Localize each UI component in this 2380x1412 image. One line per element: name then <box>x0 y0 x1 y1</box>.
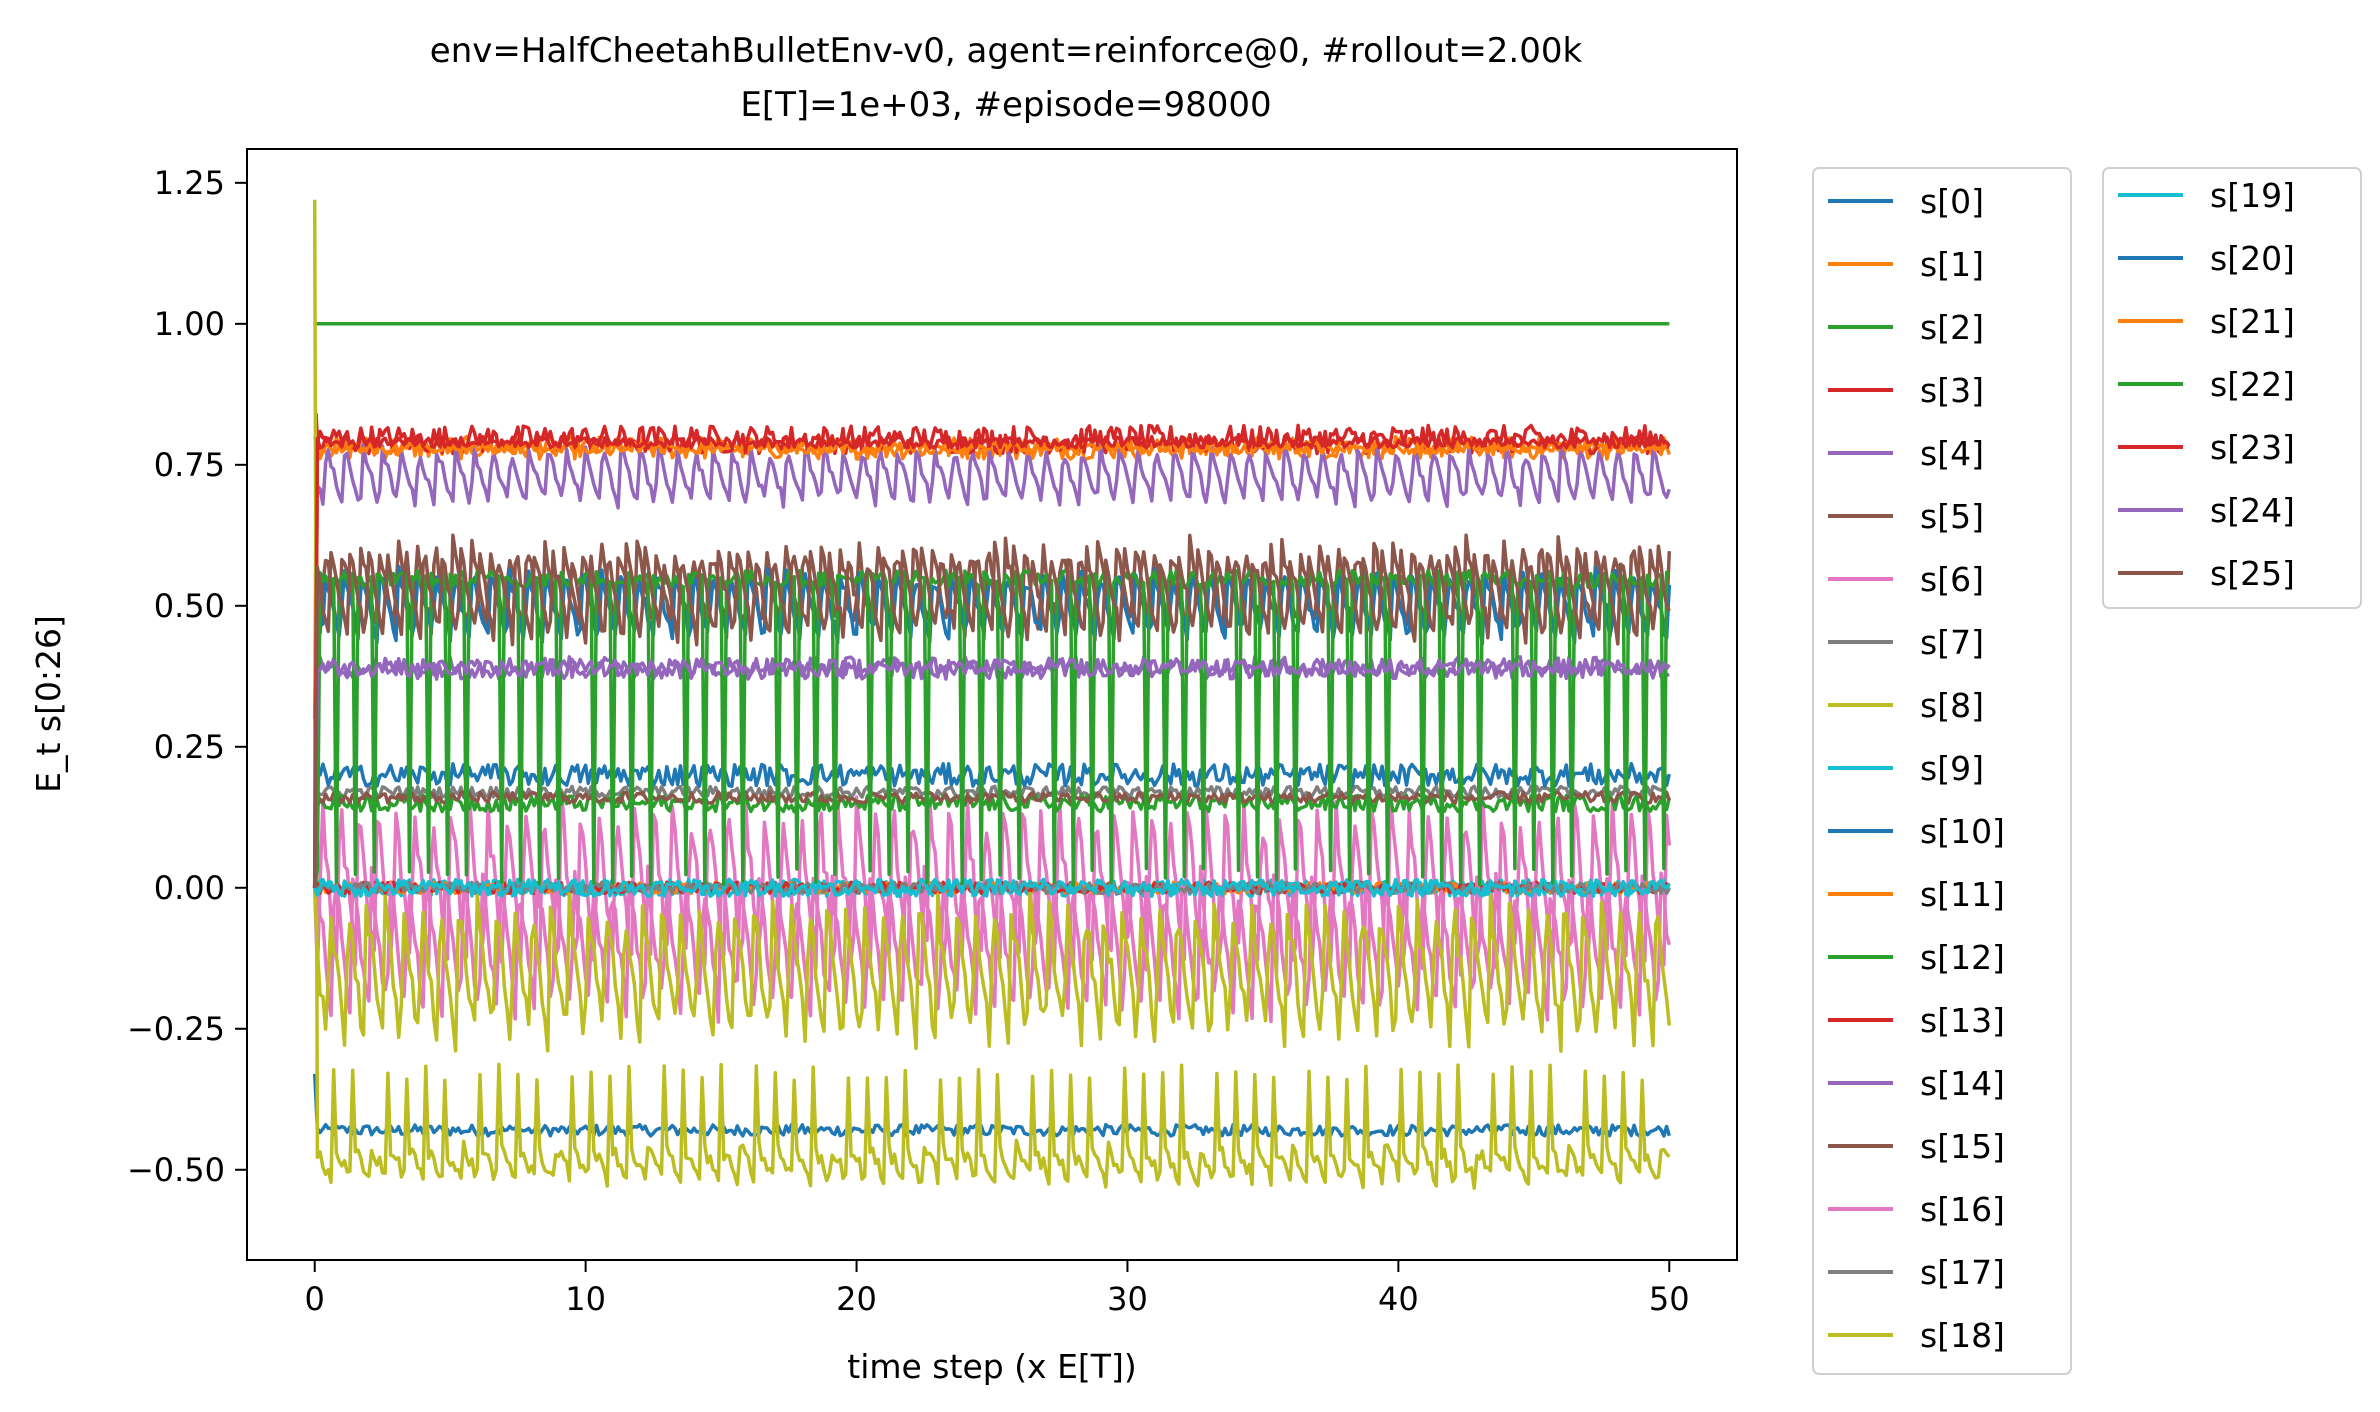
y-tick-label: 0.50 <box>154 587 225 625</box>
legend-column-2: s[19] s[20] s[21] s[22] s[23] s[24] s[25] <box>2102 167 2362 609</box>
legend-item: s[0] <box>1828 182 1984 221</box>
legend-label: s[18] <box>1920 1316 2005 1355</box>
series-line-s[8] <box>312 199 1671 1190</box>
legend-item: s[11] <box>1828 875 2005 914</box>
legend-label: s[8] <box>1920 686 1984 725</box>
legend-label: s[11] <box>1920 875 2005 914</box>
legend-label: s[17] <box>1920 1253 2005 1292</box>
legend-label: s[24] <box>2210 491 2295 530</box>
legend-label: s[7] <box>1920 623 1984 662</box>
legend-label: s[16] <box>1920 1190 2005 1229</box>
legend-frame-1 <box>1812 167 2072 1375</box>
legend-item: s[15] <box>1828 1127 2005 1166</box>
plot-area <box>246 148 1738 1261</box>
legend-item: s[24] <box>2118 491 2295 530</box>
legend-item: s[22] <box>2118 365 2295 404</box>
legend-label: s[22] <box>2210 365 2295 404</box>
legend-item: s[13] <box>1828 1001 2005 1040</box>
legend-label: s[4] <box>1920 434 1984 473</box>
series-line-s[25] <box>312 540 1671 888</box>
legend-item: s[2] <box>1828 308 1984 347</box>
y-axis-label: E_t s[0:26] <box>29 615 68 793</box>
x-axis-ticks: 0 10 20 30 40 50 <box>305 1260 1690 1318</box>
legend-item: s[23] <box>2118 428 2295 467</box>
series-line-s[24] <box>312 657 1671 888</box>
legend-label: s[13] <box>1920 1001 2005 1040</box>
y-tick-label: −0.25 <box>127 1010 225 1048</box>
x-tick-label: 30 <box>1107 1280 1148 1318</box>
y-tick-label: 0.75 <box>154 446 225 484</box>
x-tick-label: 10 <box>565 1280 606 1318</box>
legend-column-1: s[0] s[1] s[2] s[3] s[4] s[5] s[6] s[7] s[8] s[9]… <box>1812 167 2072 1375</box>
legend-label: s[15] <box>1920 1127 2005 1166</box>
legend-label: s[0] <box>1920 182 1984 221</box>
x-tick-label: 50 <box>1649 1280 1690 1318</box>
series-line-s[18] <box>312 887 1672 1053</box>
legend-label: s[25] <box>2210 554 2295 593</box>
legend-item: s[9] <box>1828 749 1984 788</box>
legend-item: s[20] <box>2118 239 2295 278</box>
legend-label: s[19] <box>2210 176 2295 215</box>
legend-label: s[1] <box>1920 245 1984 284</box>
legend-item: s[7] <box>1828 623 1984 662</box>
y-tick-label: 1.25 <box>154 164 225 202</box>
legend-label: s[6] <box>1920 560 1984 599</box>
legend-item: s[17] <box>1828 1253 2005 1292</box>
legend-item: s[6] <box>1828 560 1984 599</box>
legend-label: s[3] <box>1920 371 1984 410</box>
legend-label: s[5] <box>1920 497 1984 536</box>
legend-item: s[12] <box>1828 938 2005 977</box>
legend-label: s[12] <box>1920 938 2005 977</box>
y-tick-label: −0.50 <box>127 1151 225 1189</box>
legend-label: s[10] <box>1920 812 2005 851</box>
legend-item: s[3] <box>1828 371 1984 410</box>
series-line-s[23] <box>312 434 1671 888</box>
legend-item: s[18] <box>1828 1316 2005 1355</box>
legend-label: s[9] <box>1920 749 1984 788</box>
legend-item: s[8] <box>1828 686 1984 725</box>
legend-item: s[14] <box>1828 1064 2005 1103</box>
legend-item: s[19] <box>2118 176 2295 215</box>
y-tick-label: 1.00 <box>154 305 225 343</box>
legend-item: s[4] <box>1828 434 1984 473</box>
legend-label: s[20] <box>2210 239 2295 278</box>
legend-item: s[25] <box>2118 554 2295 593</box>
series-line-s[4] <box>312 442 1671 719</box>
legend-label: s[2] <box>1920 308 1984 347</box>
legend-item: s[1] <box>1828 245 1984 284</box>
series-line-s[19] <box>313 877 1671 898</box>
legend-item: s[16] <box>1828 1190 2005 1229</box>
x-tick-label: 20 <box>836 1280 877 1318</box>
x-tick-label: 0 <box>305 1280 325 1318</box>
axes-frame <box>246 148 1738 1261</box>
y-tick-label: 0.00 <box>154 869 225 907</box>
y-tick-label: 0.25 <box>154 728 225 766</box>
x-tick-label: 40 <box>1378 1280 1419 1318</box>
legend-item: s[5] <box>1828 497 1984 536</box>
chart-title-line-2: E[T]=1e+03, #episode=98000 <box>740 85 1271 125</box>
chart-title-line-1: env=HalfCheetahBulletEnv-v0, agent=reinf… <box>430 31 1583 71</box>
y-axis-ticks: −0.50 −0.25 0.00 0.25 0.50 0.75 1.00 1.25 <box>127 164 247 1189</box>
x-axis-label: time step (x E[T]) <box>847 1347 1136 1386</box>
legend-label: s[21] <box>2210 302 2295 341</box>
legend-frame-2 <box>2102 167 2362 609</box>
series-layer <box>312 199 1672 1190</box>
legend-item: s[10] <box>1828 812 2005 851</box>
legend-label: s[23] <box>2210 428 2295 467</box>
legend-label: s[14] <box>1920 1064 2005 1103</box>
legend-item: s[21] <box>2118 302 2295 341</box>
